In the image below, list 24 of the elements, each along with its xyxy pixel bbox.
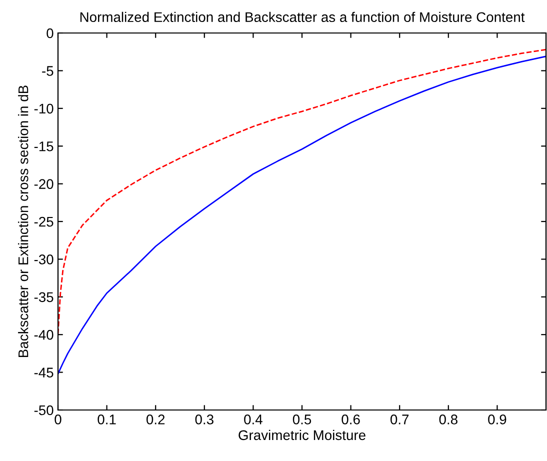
y-tick-label: -40	[34, 330, 54, 340]
y-tick-label: -10	[34, 104, 54, 114]
x-tick-label: 0	[54, 414, 62, 424]
x-tick-label: 0.9	[488, 414, 506, 424]
y-tick-label: -30	[34, 254, 54, 264]
y-tick-label: 0	[46, 28, 54, 38]
x-tick-label: 0.8	[439, 414, 458, 424]
y-tick-label: -45	[34, 368, 54, 378]
chart-title: Normalized Extinction and Backscatter as a function of Moisture Content	[80, 12, 525, 22]
x-tick-label: 0.3	[195, 414, 214, 424]
x-axis-title: Gravimetric Moisture	[238, 430, 366, 440]
x-tick-label: 0.1	[98, 414, 116, 424]
x-tick-label: 0.7	[390, 414, 409, 424]
y-tick-label: -35	[34, 292, 54, 302]
y-tick-label: -5	[42, 66, 54, 76]
y-tick-label: -25	[34, 216, 54, 227]
y-tick-label: -50	[34, 405, 54, 416]
y-axis-title: Backscatter or Extinction cross section in dB	[18, 86, 28, 357]
x-tick-label: 0.2	[146, 414, 165, 424]
x-tick-label: 0.6	[342, 414, 360, 424]
y-tick-label: -20	[34, 179, 54, 189]
y-tick-label: -15	[34, 142, 54, 152]
x-tick-label: 0.5	[292, 414, 312, 424]
x-tick-label: 0.4	[244, 414, 262, 424]
